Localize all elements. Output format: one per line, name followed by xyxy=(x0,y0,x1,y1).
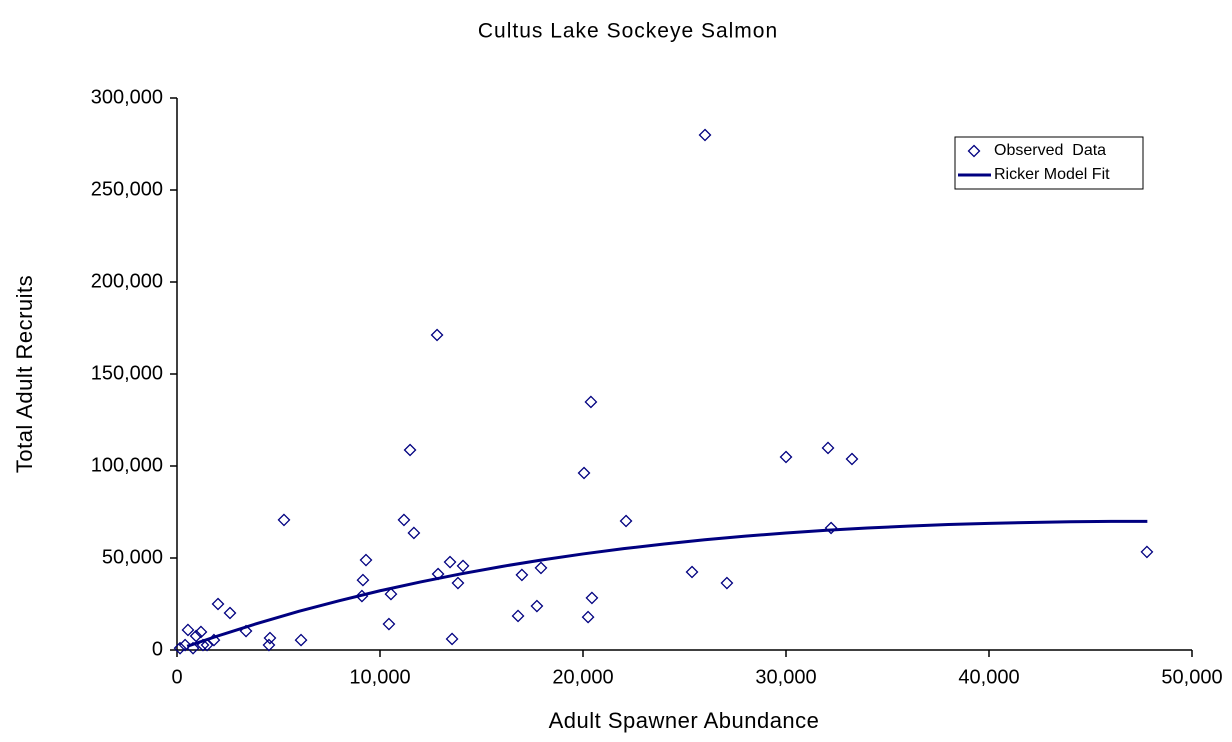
data-point xyxy=(382,617,396,631)
data-point xyxy=(397,513,411,527)
data-point xyxy=(223,606,237,620)
data-point xyxy=(356,573,370,587)
y-tick-label: 250,000 xyxy=(91,178,163,200)
data-point xyxy=(456,559,470,573)
y-tick-label: 50,000 xyxy=(102,546,163,568)
x-tick-label: 50,000 xyxy=(1161,666,1222,688)
data-point xyxy=(779,450,793,464)
data-point xyxy=(577,466,591,480)
y-tick-label: 0 xyxy=(152,638,163,660)
legend-box xyxy=(954,136,1144,190)
data-point xyxy=(359,553,373,567)
data-point xyxy=(821,441,835,455)
x-tick-label: 20,000 xyxy=(552,666,613,688)
data-point xyxy=(530,599,544,613)
data-point xyxy=(407,526,421,540)
y-tick-label: 300,000 xyxy=(91,86,163,108)
data-point xyxy=(263,631,277,645)
x-tick-label: 0 xyxy=(171,666,182,688)
data-point xyxy=(430,328,444,342)
data-point xyxy=(173,641,187,655)
data-point xyxy=(262,638,276,652)
data-point xyxy=(277,513,291,527)
legend-swatch xyxy=(967,144,981,158)
legend-label: Ricker Model Fit xyxy=(994,166,1110,183)
data-point xyxy=(1140,545,1154,559)
data-point xyxy=(534,561,548,575)
data-point xyxy=(451,576,465,590)
data-point xyxy=(619,514,633,528)
data-point xyxy=(384,587,398,601)
y-axis-title: Total Adult Recruits xyxy=(12,275,37,473)
y-tick-label: 200,000 xyxy=(91,270,163,292)
data-point xyxy=(178,638,192,652)
fit-line xyxy=(186,519,1148,648)
data-point xyxy=(403,443,417,457)
data-point xyxy=(181,623,195,637)
y-tick-label: 150,000 xyxy=(91,362,163,384)
x-axis-title: Adult Spawner Abundance xyxy=(549,708,820,733)
x-tick-label: 30,000 xyxy=(755,666,816,688)
legend-label: Observed Data xyxy=(994,142,1106,159)
data-point xyxy=(445,632,459,646)
data-point xyxy=(189,629,203,643)
data-point xyxy=(515,568,529,582)
chart-title: Cultus Lake Sockeye Salmon xyxy=(478,20,778,43)
x-tick-label: 40,000 xyxy=(958,666,1019,688)
data-point xyxy=(443,555,457,569)
data-point xyxy=(845,452,859,466)
data-point xyxy=(294,633,308,647)
data-point xyxy=(824,521,838,535)
y-tick-label: 100,000 xyxy=(91,454,163,476)
data-point xyxy=(194,625,208,639)
data-point xyxy=(584,395,598,409)
data-point xyxy=(720,576,734,590)
data-point xyxy=(685,565,699,579)
data-point xyxy=(581,610,595,624)
data-point xyxy=(511,609,525,623)
data-point xyxy=(211,597,225,611)
data-point xyxy=(585,591,599,605)
x-tick-label: 10,000 xyxy=(349,666,410,688)
data-point xyxy=(698,128,712,142)
